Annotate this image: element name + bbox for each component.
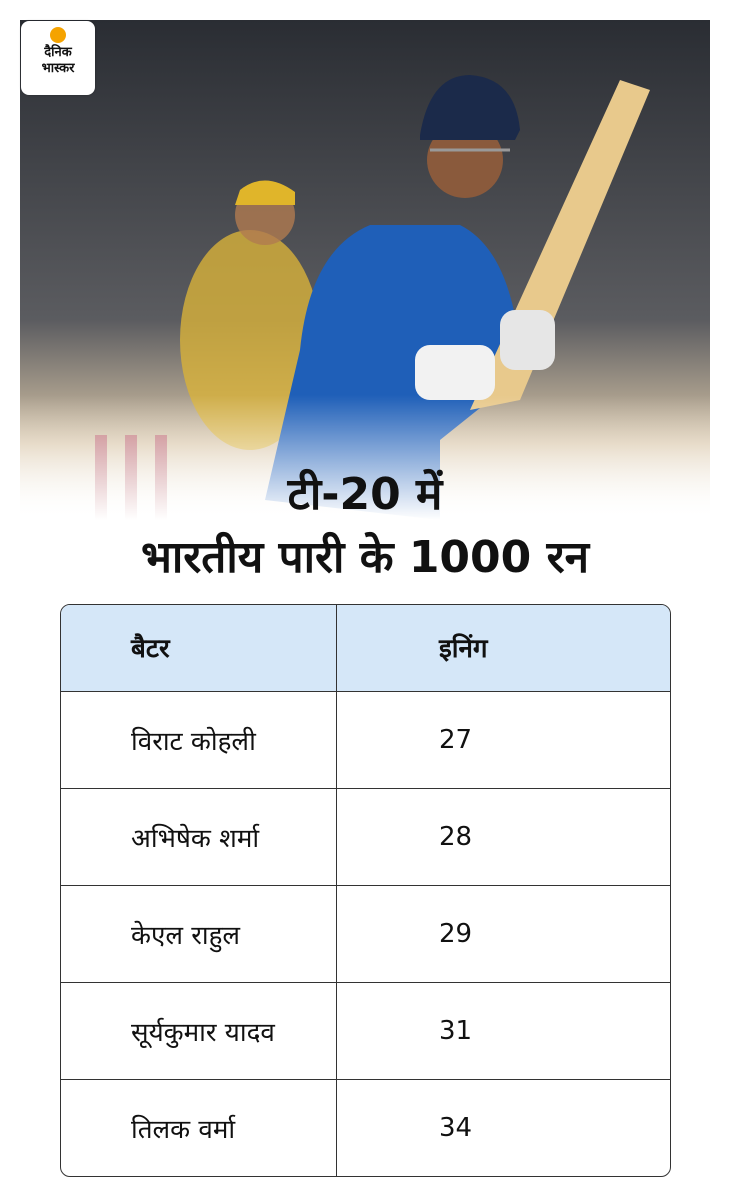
header-cell: इनिंग xyxy=(439,634,488,664)
header-cell: बैटर xyxy=(131,634,170,664)
batter-cell: अभिषेक शर्मा xyxy=(131,824,260,854)
innings-cell: 27 xyxy=(439,725,473,755)
table-row: विराट कोहली 27 xyxy=(61,691,670,788)
logo-icon xyxy=(50,27,66,43)
column-divider xyxy=(336,789,337,885)
batter-cell: तिलक वर्मा xyxy=(131,1115,236,1145)
column-divider xyxy=(336,692,337,788)
column-divider xyxy=(336,886,337,982)
table-header: बैटर इनिंग xyxy=(61,605,670,691)
innings-cell: 28 xyxy=(439,822,473,852)
column-divider xyxy=(336,983,337,1079)
column-divider xyxy=(336,605,337,691)
batter-cell: केएल राहुल xyxy=(131,921,241,951)
logo-text: भास्कर xyxy=(41,61,75,76)
batter-cell: सूर्यकुमार यादव xyxy=(131,1018,275,1048)
title: टी-20 में xyxy=(287,469,443,520)
table-row: सूर्यकुमार यादव 31 xyxy=(61,982,670,1079)
table-row: तिलक वर्मा 34 xyxy=(61,1079,670,1176)
column-divider xyxy=(336,1080,337,1176)
innings-cell: 34 xyxy=(439,1113,473,1143)
table: बैटर इनिंग विराट कोहली 27 अभिषेक शर्मा 28 केएल… xyxy=(60,604,671,1177)
table-row: अभिषेक शर्मा 28 xyxy=(61,788,670,885)
innings-cell: 29 xyxy=(439,919,473,949)
innings-cell: 31 xyxy=(439,1016,473,1046)
table-row: केएल राहुल 29 xyxy=(61,885,670,982)
logo: दैनिक भास्कर xyxy=(21,21,95,95)
title: भारतीय पारी के 1000 रन xyxy=(140,532,590,583)
batter-cell: विराट कोहली xyxy=(131,727,256,757)
logo-text: दैनिक xyxy=(44,45,72,60)
cricket-photo xyxy=(20,20,710,520)
